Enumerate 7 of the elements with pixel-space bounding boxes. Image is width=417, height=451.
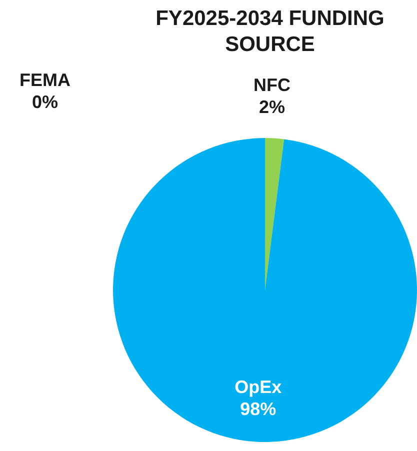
data-label: 2% [258,96,286,117]
category-label: FEMA [20,70,70,90]
data-label: 98% [240,399,276,420]
slice-label: NFC [254,74,290,95]
text: 0% [32,92,58,112]
chart-title: FY2025-2034 FUNDING SOURCE [154,6,386,58]
slice-label: OpEx [234,377,282,398]
